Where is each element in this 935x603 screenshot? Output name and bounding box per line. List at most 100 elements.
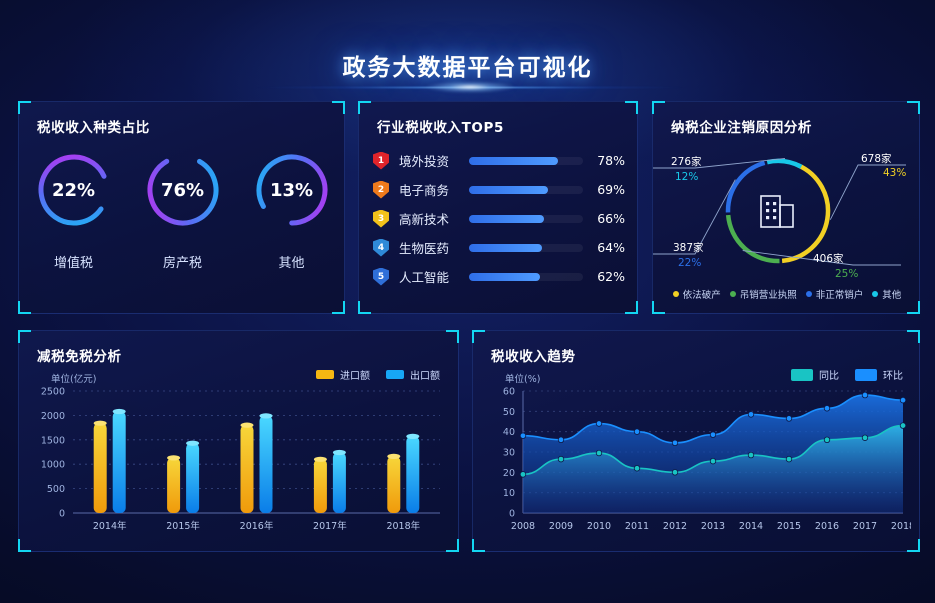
corner-bracket-icon xyxy=(18,101,31,114)
bar-出口额 xyxy=(406,436,420,513)
rank-label: 生物医药 xyxy=(399,241,450,256)
data-point-环比 xyxy=(747,411,755,418)
bar-进口额 xyxy=(240,425,254,513)
rank-badge-icon: 3 xyxy=(373,209,389,228)
rank-bar-track xyxy=(469,243,583,252)
corner-bracket-icon xyxy=(625,101,638,114)
legend-item[interactable]: 环比 xyxy=(855,367,903,382)
donut-segment-percent: 22% xyxy=(678,257,701,269)
rank-row[interactable]: 1 境外投资 78% xyxy=(373,146,625,175)
legend-dot-icon xyxy=(672,291,679,297)
legend-item[interactable]: 其他 xyxy=(872,287,901,301)
rank-bar-fill xyxy=(469,185,548,194)
x-axis-tick: 2014 xyxy=(739,521,763,532)
cancellation-donut-chart: 678家 43% 406家 25% 387家 22% 276家 12% xyxy=(653,138,921,284)
legend-item[interactable]: 同比 xyxy=(791,367,839,382)
y-axis-tick: 0 xyxy=(509,509,515,520)
rank-row[interactable]: 3 高新技术 66% xyxy=(373,204,625,233)
rank-row[interactable]: 4 生物医药 64% xyxy=(373,233,625,262)
corner-bracket-icon xyxy=(18,539,31,552)
data-point-环比 xyxy=(823,405,831,412)
legend-item[interactable]: 进口额 xyxy=(316,367,370,382)
rank-label: 电子商务 xyxy=(399,183,450,198)
bar-chart-canvas: 0 500 1000 1500 2000 2500 2014年 2015年 2016年 2017年… xyxy=(29,385,450,537)
data-point-环比 xyxy=(557,436,565,443)
corner-bracket-icon xyxy=(446,539,459,552)
corner-bracket-icon xyxy=(472,330,485,343)
rank-list: 1 境外投资 78% 2 电子商务 69% 3 高新技术 66% 4 生物医药 64% 5 人工智能 62% xyxy=(373,146,625,291)
corner-bracket-icon xyxy=(652,101,665,114)
x-axis-tick: 2018 xyxy=(891,521,911,532)
corner-bracket-icon xyxy=(472,539,485,552)
rank-label: 高新技术 xyxy=(399,212,450,227)
data-point-环比 xyxy=(785,415,793,422)
legend-item[interactable]: 依法破产 xyxy=(672,287,721,301)
data-point-环比 xyxy=(519,432,527,439)
bar-出口额 xyxy=(259,415,273,513)
gauge-label: 房产税 xyxy=(162,256,202,271)
bar-进口额 xyxy=(167,457,181,513)
y-axis-tick: 60 xyxy=(503,387,515,398)
legend-item[interactable]: 吊销营业执照 xyxy=(729,287,797,301)
data-point-环比 xyxy=(899,396,907,404)
data-point-同比 xyxy=(823,436,831,443)
panel-title: 减税免税分析 xyxy=(37,349,122,365)
legend-swatch-icon xyxy=(855,368,877,381)
rank-bar-fill xyxy=(469,272,540,281)
corner-bracket-icon xyxy=(907,301,920,314)
data-point-同比 xyxy=(557,455,565,463)
legend-swatch-icon xyxy=(316,370,334,379)
legend-dot-icon xyxy=(805,291,812,297)
legend-item[interactable]: 非正常销户 xyxy=(805,287,863,301)
corner-bracket-icon xyxy=(358,101,371,114)
legend-dot-icon xyxy=(872,291,879,297)
rank-badge-icon: 1 xyxy=(373,151,389,170)
rank-bar-fill xyxy=(469,214,545,223)
donut-segment-count: 406家 xyxy=(813,252,844,265)
y-axis-tick: 40 xyxy=(503,427,515,438)
rank-bar-track xyxy=(469,272,583,281)
y-axis-tick: 0 xyxy=(59,509,65,520)
corner-bracket-icon xyxy=(907,330,920,343)
data-point-同比 xyxy=(595,449,603,457)
x-axis-tick: 2012 xyxy=(663,521,687,532)
rank-bar-track xyxy=(469,156,583,165)
gauge-group: 22% 增值税 76% 房产税 13% 其他 xyxy=(19,150,346,300)
data-point-同比 xyxy=(785,455,793,463)
data-point-环比 xyxy=(595,420,603,427)
gauge-1: 22% 增值税 xyxy=(26,150,122,300)
gauge-value: 13% xyxy=(269,179,314,201)
rank-label: 境外投资 xyxy=(399,154,450,169)
bar-出口额 xyxy=(186,443,200,513)
corner-bracket-icon xyxy=(18,330,31,343)
rank-badge-icon: 5 xyxy=(373,267,389,286)
rank-row[interactable]: 2 电子商务 69% xyxy=(373,175,625,204)
y-axis-tick: 10 xyxy=(503,488,515,499)
rank-bar-track xyxy=(469,214,583,223)
legend-item[interactable]: 出口额 xyxy=(386,367,440,382)
y-axis-tick: 1500 xyxy=(41,435,65,446)
panel-cancellation-reason: 纳税企业注销原因分析 678家 43% 406家 25% 387家 22% 276家 12% … xyxy=(652,101,920,314)
data-point-环比 xyxy=(671,439,679,447)
panel-title: 税收收入种类占比 xyxy=(37,120,150,136)
legend-swatch-icon xyxy=(386,370,404,379)
corner-bracket-icon xyxy=(332,101,345,114)
data-point-同比 xyxy=(519,471,527,478)
x-axis-tick: 2009 xyxy=(549,521,573,532)
panel-industry-tax-top5: 行业税收收入TOP5 1 境外投资 78% 2 电子商务 69% 3 高新技术 66% 4 生物医药… xyxy=(358,101,638,314)
x-axis-tick: 2008 xyxy=(511,521,535,532)
donut-legend: 依法破产 吊销营业执照 非正常销户 其他 xyxy=(653,287,921,301)
area-同比 xyxy=(523,425,903,513)
trend-chart-canvas: 0 10 20 30 40 50 60 2008 2009 2010 2011 2012 2013 201… xyxy=(483,385,911,537)
x-axis-tick: 2014年 xyxy=(93,520,127,532)
rank-bar-fill xyxy=(469,156,558,165)
y-axis-tick: 30 xyxy=(503,448,515,459)
rank-bar-track xyxy=(469,185,583,194)
rank-row[interactable]: 5 人工智能 62% xyxy=(373,262,625,291)
bar-chart-unit-label: 单位(亿元) xyxy=(51,374,97,385)
x-axis-tick: 2015年 xyxy=(166,520,200,532)
data-point-同比 xyxy=(899,422,907,429)
title-glow xyxy=(425,80,515,94)
legend-dot-icon xyxy=(729,291,736,297)
corner-bracket-icon xyxy=(332,301,345,314)
